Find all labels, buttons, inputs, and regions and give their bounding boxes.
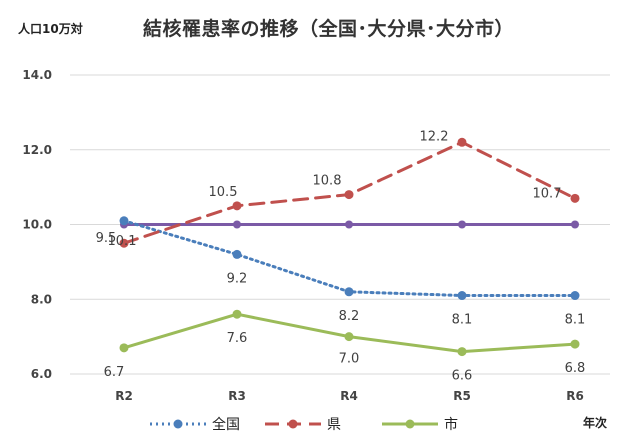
reference-point — [233, 220, 241, 229]
x-axis-unit-label: 年次 — [583, 416, 608, 430]
data-label: 10.1 — [108, 234, 137, 249]
data-point — [344, 287, 354, 297]
y-tick-label: 12.0 — [22, 143, 52, 157]
data-point — [570, 193, 580, 203]
data-label: 10.8 — [313, 174, 342, 189]
data-label: 8.1 — [565, 313, 586, 328]
x-tick-label: R3 — [228, 389, 246, 403]
reference-point — [345, 220, 353, 229]
data-point — [344, 190, 354, 200]
x-tick-label: R6 — [566, 389, 584, 403]
data-point — [570, 339, 580, 349]
data-point — [119, 238, 129, 248]
data-label: 12.2 — [420, 129, 449, 144]
data-label: 6.6 — [452, 369, 473, 384]
chart-title: 結核罹患率の推移（全国･大分県･大分市） — [143, 18, 515, 40]
data-point — [232, 201, 242, 211]
series-line-0 — [122, 219, 577, 298]
legend-entry-2: 市 — [444, 416, 458, 433]
data-point — [570, 291, 580, 301]
data-point — [457, 291, 467, 301]
y-tick-label: 8.0 — [31, 292, 52, 306]
data-point — [457, 347, 467, 357]
data-point — [119, 343, 129, 353]
data-point — [232, 249, 242, 259]
data-label: 10.5 — [209, 185, 238, 200]
data-point — [457, 137, 467, 147]
data-label: 6.8 — [565, 361, 586, 376]
x-tick-label: R2 — [115, 389, 133, 403]
data-point — [344, 332, 354, 342]
legend-entry-0: 全国 — [212, 416, 240, 433]
legend-marker-1 — [288, 419, 298, 429]
data-label: 10.7 — [533, 186, 562, 201]
data-label: 9.2 — [227, 271, 248, 286]
data-label: 8.1 — [452, 313, 473, 328]
reference-point — [458, 220, 466, 229]
legend-entry-1: 県 — [327, 417, 341, 433]
x-tick-label: R4 — [340, 389, 358, 403]
y-tick-label: 10.0 — [22, 218, 52, 232]
y-tick-label: 6.0 — [31, 367, 52, 381]
data-point — [119, 216, 129, 226]
data-label: 6.7 — [104, 365, 125, 380]
legend-marker-0 — [173, 419, 183, 429]
reference-point — [571, 220, 579, 229]
data-point — [232, 309, 242, 319]
legend-marker-2 — [405, 419, 415, 429]
data-label: 9.5 — [96, 231, 117, 246]
data-label: 7.6 — [227, 331, 248, 346]
y-axis-unit-label: 人口10万対 — [18, 22, 83, 36]
data-label: 8.2 — [339, 309, 360, 324]
y-tick-label: 14.0 — [22, 68, 52, 82]
x-tick-label: R5 — [453, 389, 471, 403]
data-label: 7.0 — [339, 352, 360, 367]
